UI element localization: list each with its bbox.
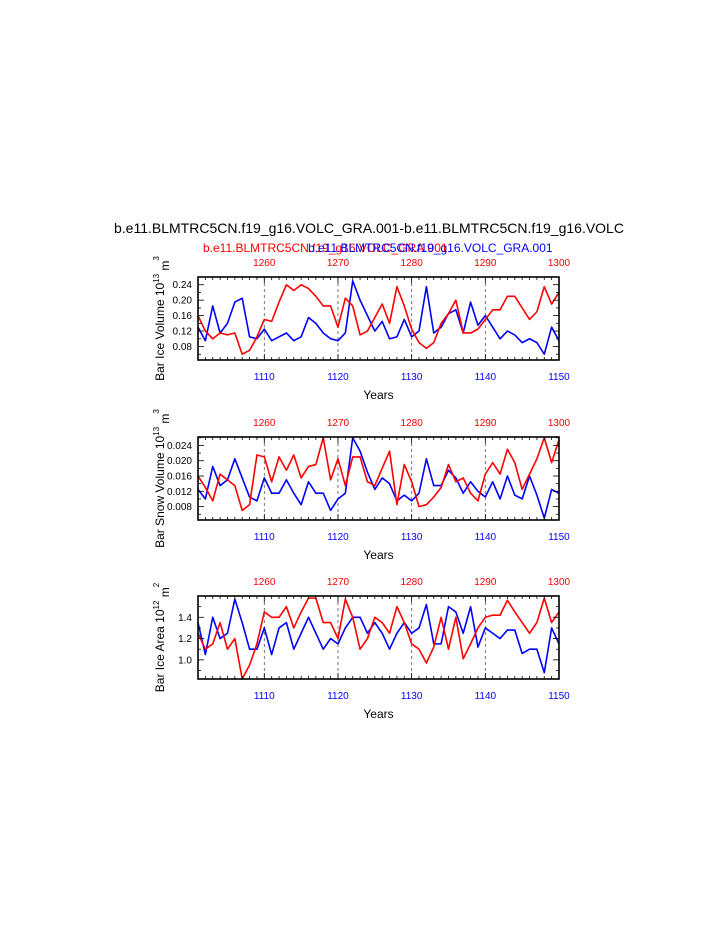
x-tick-label: 1130	[401, 532, 423, 543]
y-tick-label: 0.08	[173, 342, 193, 353]
x-top-tick-label: 1270	[327, 258, 350, 269]
x-top-tick-label: 1280	[401, 418, 424, 429]
y-axis-label-part: m	[158, 587, 172, 600]
y-tick-label: 0.012	[167, 487, 192, 498]
x-tick-label: 1150	[548, 691, 570, 702]
y-axis-label-part: m	[158, 261, 172, 274]
x-tick-label: 1120	[327, 372, 349, 383]
series-red-line	[197, 597, 560, 680]
x-top-tick-label: 1280	[401, 258, 424, 269]
y-axis-label-part: 13	[152, 273, 161, 282]
x-tick-label: 1110	[254, 691, 275, 702]
y-tick-label: 0.024	[167, 441, 192, 452]
x-top-tick-label: 1260	[253, 577, 276, 588]
series-red-line	[197, 436, 560, 512]
x-top-tick-label: 1300	[548, 418, 571, 429]
panel-ice-volume: 1110 1120 1130 1140 1150 1260 1270 1280 1290 1300…	[152, 256, 571, 402]
y-axis-label-part: 3	[152, 409, 161, 414]
y-axis-label-part: m	[158, 414, 172, 427]
x-top-tick-label: 1300	[548, 258, 571, 269]
x-tick-label: 1150	[548, 372, 570, 383]
y-tick-label: 0.008	[167, 502, 192, 513]
y-tick-label: 0.016	[167, 472, 192, 483]
panel-ice-area: 1110 1120 1130 1140 1150 1260 1270 1280 1290 1300…	[152, 577, 571, 721]
x-axis-label: Years	[363, 388, 393, 402]
x-tick-label: 1130	[401, 691, 423, 702]
y-axis-label-part: Bar Ice Area 10	[153, 609, 167, 692]
y-tick-label: 0.24	[173, 280, 193, 291]
x-top-tick-label: 1280	[401, 577, 424, 588]
series-blue-line	[197, 436, 560, 519]
x-axis-label: Years	[363, 548, 393, 562]
x-tick-label: 1120	[327, 532, 349, 543]
y-axis-label-part: 2	[152, 582, 161, 587]
x-tick-label: 1110	[254, 372, 275, 383]
plot-frame	[197, 276, 560, 361]
x-top-tick-label: 1300	[548, 577, 571, 588]
x-top-tick-label: 1290	[474, 258, 497, 269]
y-axis-label: Bar Ice Volume 1013 m3	[152, 256, 172, 381]
y-axis-label: Bar Ice Area 1012 m2	[152, 582, 172, 692]
y-tick-label: 0.020	[167, 456, 192, 467]
x-tick-label: 1120	[327, 691, 349, 702]
y-axis-label-part: Bar Ice Volume 10	[153, 283, 167, 381]
x-top-tick-label: 1260	[253, 418, 276, 429]
x-tick-label: 1110	[254, 532, 275, 543]
panel-snow-volume: 1110 1120 1130 1140 1150 1260 1270 1280 1290 1300…	[152, 409, 571, 562]
series-blue-line	[197, 598, 560, 674]
x-top-tick-label: 1260	[253, 258, 276, 269]
y-axis-label-part: 12	[152, 600, 161, 609]
x-tick-label: 1140	[475, 532, 497, 543]
panels: 1110 1120 1130 1140 1150 1260 1270 1280 1290 1300…	[152, 256, 571, 721]
x-top-tick-label: 1290	[474, 418, 497, 429]
y-axis-label: Bar Snow Volume 1013 m3	[152, 409, 172, 548]
series-red-line	[197, 283, 560, 356]
y-tick-label: 0.16	[173, 311, 193, 322]
plot-frame	[197, 436, 560, 521]
x-top-tick-label: 1290	[474, 577, 497, 588]
y-tick-label: 1.0	[178, 655, 192, 666]
y-tick-label: 0.20	[173, 296, 193, 307]
y-axis-label-part: 3	[152, 256, 161, 261]
x-tick-label: 1140	[475, 691, 497, 702]
x-top-tick-label: 1270	[327, 577, 350, 588]
legend-red-label: b.e11.BLMTRC5CN.f19_g16.VOLC_GRA.001	[203, 241, 448, 255]
y-tick-label: 1.4	[178, 613, 192, 624]
legend-blue-label: b.e11.BLMTRC5CN.f19_g16.VOLC_GRA.001	[308, 241, 553, 255]
x-tick-label: 1130	[401, 372, 423, 383]
y-tick-label: 0.12	[173, 327, 193, 338]
series-blue-line	[197, 280, 560, 356]
y-axis-label-part: 13	[152, 426, 161, 435]
y-tick-label: 1.2	[178, 634, 192, 645]
x-axis-label: Years	[363, 707, 393, 721]
figure-title: b.e11.BLMTRC5CN.f19_g16.VOLC_GRA.001-b.e…	[114, 220, 624, 236]
y-axis-label-part: Bar Snow Volume 10	[153, 435, 167, 547]
x-top-tick-label: 1270	[327, 418, 350, 429]
x-tick-label: 1140	[475, 372, 497, 383]
x-tick-label: 1150	[548, 532, 570, 543]
plot-frame	[197, 595, 560, 680]
